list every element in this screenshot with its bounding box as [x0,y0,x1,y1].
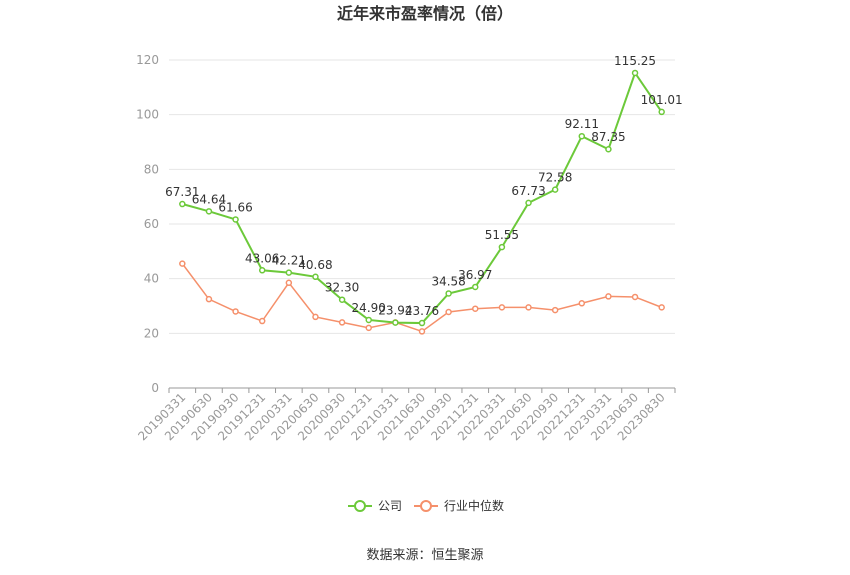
chart-title: 近年来市盈率情况（倍） [337,4,513,23]
data-label: 32.30 [325,281,359,295]
company-point [258,267,266,274]
legend[interactable]: 公司 行业中位数 [348,498,504,513]
industry-point [258,317,266,325]
axes: 0204060801001202019033120190630201909302… [135,53,676,443]
data-label: 23.76 [405,304,439,318]
data-label: 43.06 [245,251,279,265]
company-point [392,319,399,326]
industry-point [418,328,426,335]
data-label: 23.94 [378,304,412,318]
company-point [418,319,426,327]
y-tick-label: 60 [144,217,159,231]
industry-point [605,293,612,300]
series-line-company [182,70,663,325]
industry-point [205,295,213,303]
industry-point [312,313,319,321]
y-tick-label: 100 [136,108,159,122]
legend-label: 行业中位数 [444,498,504,513]
company-point [285,269,293,276]
company-point [312,273,319,281]
company-point [525,199,532,207]
data-label: 115.25 [614,54,656,68]
company-point [498,243,506,251]
company-point [631,69,639,77]
data-label: 67.31 [165,185,199,199]
data-label: 87.35 [591,130,625,144]
company-point [365,316,372,324]
grid [169,59,675,334]
data-label: 42.21 [272,254,306,268]
legend-item[interactable]: 公司 [348,499,402,513]
data-label: 34.58 [431,274,465,288]
industry-point [578,300,586,307]
industry-point [445,308,452,316]
legend-marker [354,500,366,512]
y-tick-label: 20 [144,326,159,340]
source-note: 数据来源：恒生聚源 [366,548,483,563]
data-label: 72.58 [538,171,572,185]
industry-point [525,304,532,311]
company-point [205,208,213,215]
industry-point [285,279,293,287]
legend-label: 公司 [378,499,402,513]
company-point [179,200,186,208]
company-point [658,108,665,116]
series-layer [179,69,665,335]
industry-point [365,324,372,332]
data-label: 92.11 [565,117,599,131]
data-label: 64.64 [192,192,226,206]
data-label: 51.55 [485,228,519,242]
industry-point [232,308,239,315]
legend-marker [420,500,432,512]
industry-point [179,260,186,267]
industry-point [658,304,665,311]
company-point [338,296,346,303]
y-tick-label: 120 [136,53,159,67]
y-tick-label: 40 [144,272,159,286]
y-tick-label: 0 [151,381,159,395]
industry-point [498,304,506,311]
company-point [232,216,239,223]
data-label: 67.73 [511,184,545,198]
data-label: 61.66 [218,200,252,214]
industry-point [551,306,559,314]
industry-point [338,319,346,326]
data-label: 24.90 [352,301,386,315]
industry-point [472,305,479,312]
data-label: 101.01 [641,93,683,107]
industry-point [631,293,639,301]
company-point [605,145,612,153]
company-point [551,186,559,193]
company-point [445,290,452,297]
data-label: 36.97 [458,268,492,282]
legend-item[interactable]: 行业中位数 [414,498,504,513]
data-label: 40.68 [298,258,332,272]
y-tick-label: 80 [144,162,159,176]
company-point [472,283,479,291]
company-point [578,132,586,140]
